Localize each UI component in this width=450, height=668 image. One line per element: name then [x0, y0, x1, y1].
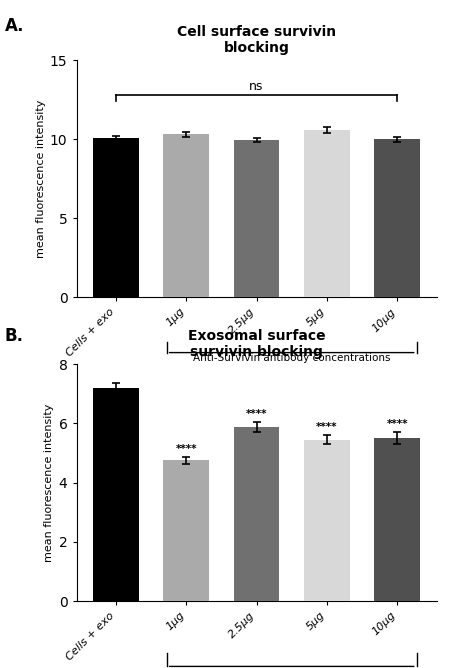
Text: ****: ****: [387, 419, 408, 429]
Bar: [163, 460, 209, 601]
Title: Exosomal surface
survivin blocking: Exosomal surface survivin blocking: [188, 329, 325, 359]
Bar: [304, 130, 350, 297]
Bar: [304, 440, 350, 601]
Text: ****: ****: [246, 409, 267, 419]
Text: ****: ****: [316, 422, 338, 432]
Bar: [93, 138, 139, 297]
Text: B.: B.: [4, 327, 23, 345]
Bar: [374, 438, 420, 601]
Text: ****: ****: [176, 444, 197, 454]
Bar: [163, 134, 209, 297]
Title: Cell surface survivin
blocking: Cell surface survivin blocking: [177, 25, 336, 55]
Text: Anti-Survivin antibody concentrations
cells+antibody+exo: Anti-Survivin antibody concentrations ce…: [193, 353, 391, 375]
Text: A.: A.: [4, 17, 24, 35]
Text: ns: ns: [249, 79, 264, 93]
Y-axis label: mean fluorescence intensity: mean fluorescence intensity: [45, 403, 54, 562]
Bar: [234, 427, 279, 601]
Bar: [93, 387, 139, 601]
Bar: [234, 140, 279, 297]
Bar: [374, 140, 420, 297]
Y-axis label: mean fluorescence intensity: mean fluorescence intensity: [36, 100, 46, 258]
